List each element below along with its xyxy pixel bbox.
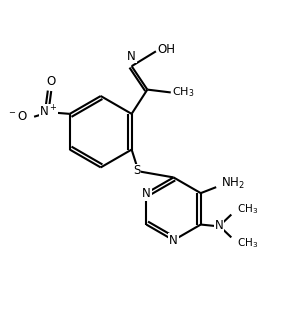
- Text: N: N: [215, 219, 224, 232]
- Text: N: N: [127, 50, 136, 63]
- Text: CH$_3$: CH$_3$: [172, 85, 195, 99]
- Text: N: N: [169, 234, 178, 247]
- Text: OH: OH: [157, 43, 175, 56]
- Text: N$^+$: N$^+$: [39, 105, 58, 120]
- Text: NH$_2$: NH$_2$: [221, 176, 245, 191]
- Text: O: O: [47, 75, 56, 88]
- Text: S: S: [133, 164, 140, 178]
- Text: $^-$O: $^-$O: [7, 110, 28, 123]
- Text: CH$_3$: CH$_3$: [237, 202, 258, 216]
- Text: CH$_3$: CH$_3$: [237, 236, 258, 250]
- Text: N: N: [142, 187, 151, 200]
